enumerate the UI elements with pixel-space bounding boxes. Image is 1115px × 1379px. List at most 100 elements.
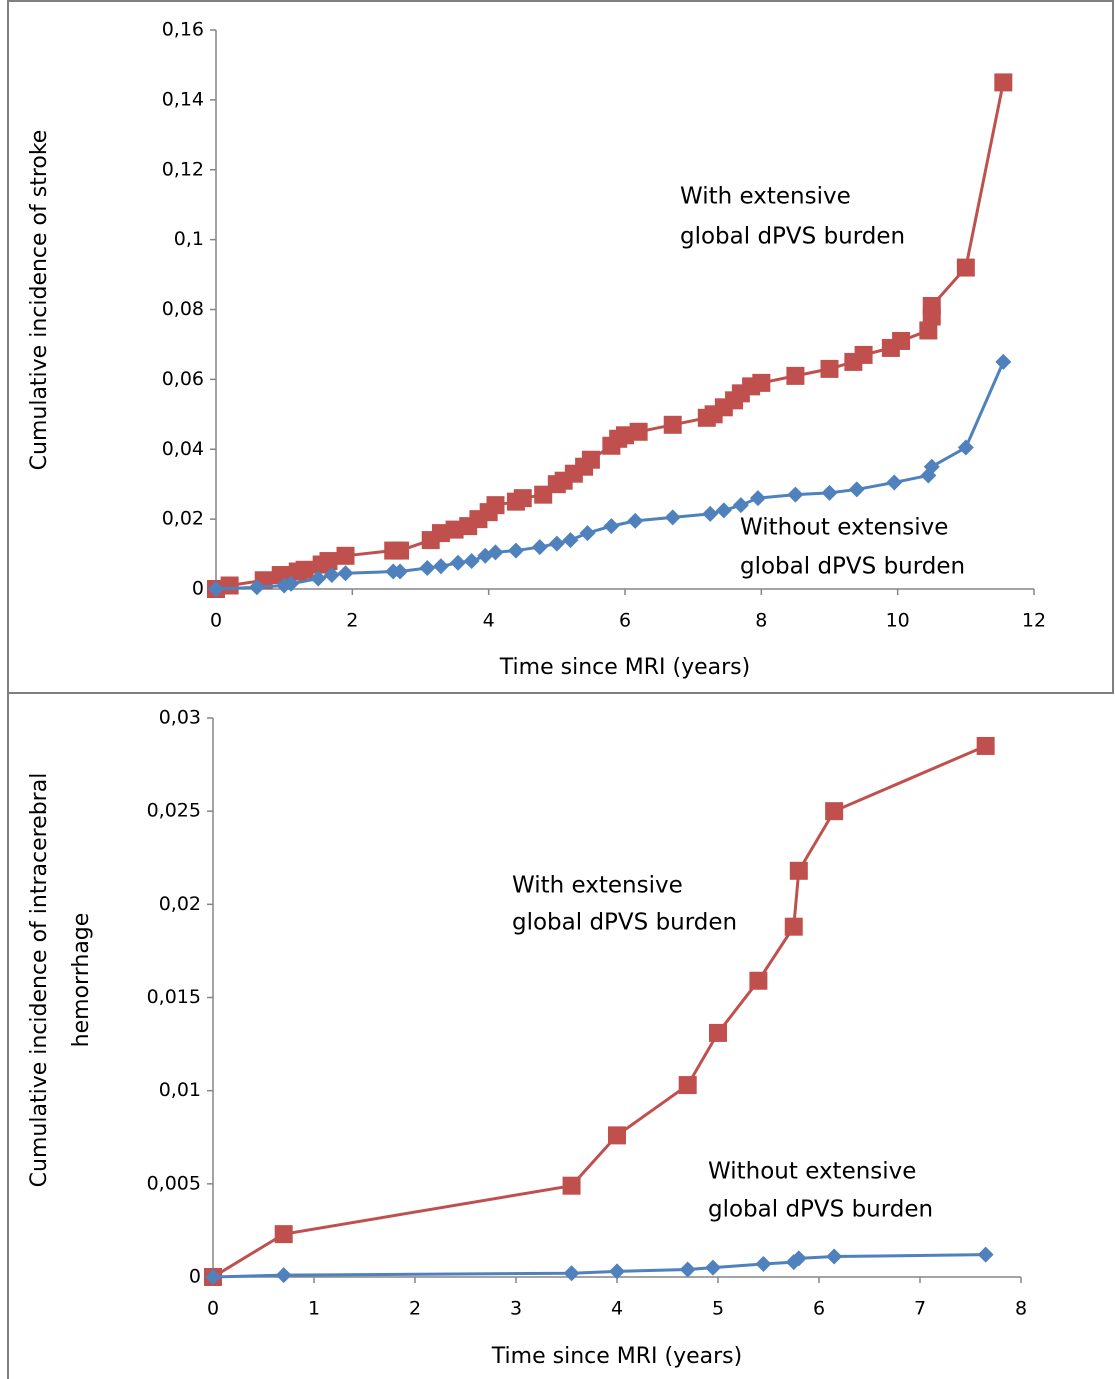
y-tick-label: 0: [192, 578, 204, 600]
marker: [513, 489, 532, 508]
marker: [664, 509, 681, 526]
marker: [487, 544, 504, 561]
panel-border: [7, 0, 1114, 694]
x-tick-label: 8: [1015, 1298, 1027, 1320]
annotation: global dPVS burden: [512, 910, 737, 936]
y-axis-title: Cumulative incidence of intracerebral: [27, 773, 52, 1188]
marker: [548, 535, 565, 552]
x-tick-label: 6: [619, 610, 631, 632]
y-tick-label: 0,03: [159, 707, 201, 729]
marker: [627, 512, 644, 529]
marker: [275, 1267, 292, 1284]
marker: [432, 558, 449, 575]
marker: [581, 450, 600, 469]
y-tick-label: 0,16: [162, 19, 204, 41]
marker: [923, 458, 940, 475]
series-line: [215, 82, 1005, 591]
marker: [563, 1265, 580, 1282]
marker: [977, 1246, 994, 1263]
marker: [663, 415, 682, 434]
x-tick-label: 2: [346, 610, 358, 632]
marker: [956, 258, 975, 277]
y-tick-label: 0,08: [162, 298, 204, 320]
marker: [715, 502, 732, 519]
marker: [507, 542, 524, 559]
annotation: With extensive: [680, 184, 851, 210]
marker: [486, 496, 505, 515]
marker: [445, 520, 464, 539]
marker: [323, 567, 340, 584]
marker: [629, 422, 648, 441]
marker: [976, 736, 995, 755]
marker: [419, 560, 436, 577]
marker: [220, 576, 239, 595]
x-tick-label: 1: [308, 1298, 320, 1320]
marker: [919, 321, 938, 340]
marker: [789, 861, 808, 880]
marker: [391, 541, 410, 560]
marker: [531, 539, 548, 556]
marker: [534, 485, 553, 504]
marker: [749, 971, 768, 990]
marker: [449, 554, 466, 571]
y-axis-title: Cumulative incidence of stroke: [27, 130, 52, 471]
marker: [790, 1250, 807, 1267]
marker: [826, 1248, 843, 1265]
x-tick-label: 3: [510, 1298, 522, 1320]
x-tick-label: 4: [483, 610, 495, 632]
y-tick-label: 0,12: [162, 158, 204, 180]
annotation: Without extensive: [708, 1159, 916, 1185]
marker: [205, 1269, 221, 1285]
y-tick-label: 0,14: [162, 88, 204, 110]
marker: [755, 1255, 772, 1272]
marker: [994, 73, 1013, 92]
marker: [678, 1076, 697, 1095]
marker: [562, 532, 579, 549]
marker: [749, 490, 766, 507]
annotation: With extensive: [512, 873, 683, 899]
marker: [854, 345, 873, 364]
marker: [820, 359, 839, 378]
x-axis-title: Time since MRI (years): [499, 655, 750, 680]
marker: [957, 439, 974, 456]
x-tick-label: 8: [755, 610, 767, 632]
marker: [295, 560, 314, 579]
marker: [579, 525, 596, 542]
x-tick-label: 6: [813, 1298, 825, 1320]
y-tick-label: 0,01: [159, 1079, 201, 1101]
marker: [922, 297, 941, 316]
y-tick-label: 0,025: [147, 800, 201, 822]
x-axis-title: Time since MRI (years): [491, 1344, 742, 1369]
marker: [392, 563, 409, 580]
marker: [608, 1126, 626, 1145]
x-tick-label: 0: [207, 1298, 219, 1320]
marker: [310, 570, 327, 587]
marker: [208, 581, 224, 597]
annotation: global dPVS burden: [708, 1197, 933, 1223]
marker: [848, 481, 865, 498]
marker: [616, 426, 634, 445]
x-tick-label: 7: [914, 1298, 926, 1320]
y-tick-label: 0,005: [147, 1172, 201, 1194]
marker: [337, 565, 354, 582]
marker: [704, 1259, 721, 1276]
marker: [609, 1263, 625, 1280]
x-tick-label: 4: [611, 1298, 623, 1320]
marker: [825, 802, 844, 821]
y-axis-title: hemorrhage: [69, 913, 94, 1048]
marker: [274, 1225, 293, 1244]
marker: [709, 1023, 727, 1042]
x-tick-label: 2: [409, 1298, 421, 1320]
y-tick-label: 0,015: [147, 986, 201, 1008]
annotation: global dPVS burden: [680, 224, 905, 250]
marker: [319, 552, 338, 571]
x-tick-label: 0: [210, 610, 222, 632]
marker: [336, 546, 355, 565]
y-tick-label: 0,02: [162, 508, 204, 530]
marker: [702, 505, 719, 522]
marker: [752, 373, 771, 392]
marker: [431, 524, 450, 543]
annotation: global dPVS burden: [740, 554, 965, 580]
marker: [679, 1261, 696, 1278]
y-tick-label: 0: [189, 1266, 201, 1288]
